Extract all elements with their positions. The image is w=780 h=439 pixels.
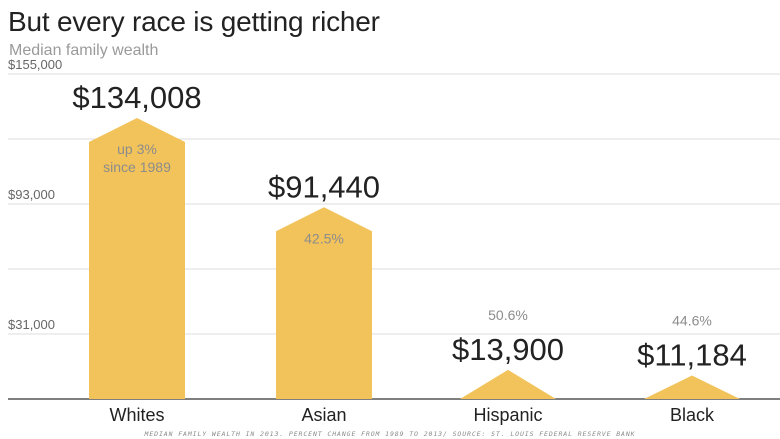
value-label: $13,900 xyxy=(452,332,564,367)
chart-subtitle: Median family wealth xyxy=(9,42,159,59)
bar-asian xyxy=(276,207,372,399)
change-annotation: since 1989 xyxy=(103,159,171,175)
x-tick-label: Hispanic xyxy=(473,405,542,425)
x-tick-label: Asian xyxy=(301,405,346,425)
bar-labels: $134,008 up 3% since 1989 $91,440 42.5% $13,9… xyxy=(72,80,747,373)
change-annotation: 50.6% xyxy=(488,307,528,323)
source-note: MEDIAN FAMILY WEALTH IN 2013. PERCENT CH… xyxy=(144,430,636,438)
value-label: $91,440 xyxy=(268,169,380,204)
x-tick-label: Black xyxy=(670,405,715,425)
bar-whites xyxy=(89,118,185,399)
y-tick-label: $93,000 xyxy=(8,187,55,202)
x-axis-ticks: Whites Asian Hispanic Black xyxy=(109,405,715,425)
change-annotation: up 3% xyxy=(117,141,157,157)
bars xyxy=(89,118,740,399)
change-annotation: 44.6% xyxy=(672,313,712,329)
value-label: $134,008 xyxy=(72,80,201,115)
bar-black xyxy=(644,375,740,399)
y-tick-label: $31,000 xyxy=(8,317,55,332)
change-annotation: 42.5% xyxy=(304,230,344,246)
value-label: $11,184 xyxy=(637,338,747,373)
x-tick-label: Whites xyxy=(109,405,164,425)
chart-title: But every race is getting richer xyxy=(8,6,380,37)
y-tick-label: $155,000 xyxy=(8,57,62,72)
y-axis-ticks: $31,000 $93,000 $155,000 xyxy=(8,57,62,332)
bar-hispanic xyxy=(460,369,556,399)
